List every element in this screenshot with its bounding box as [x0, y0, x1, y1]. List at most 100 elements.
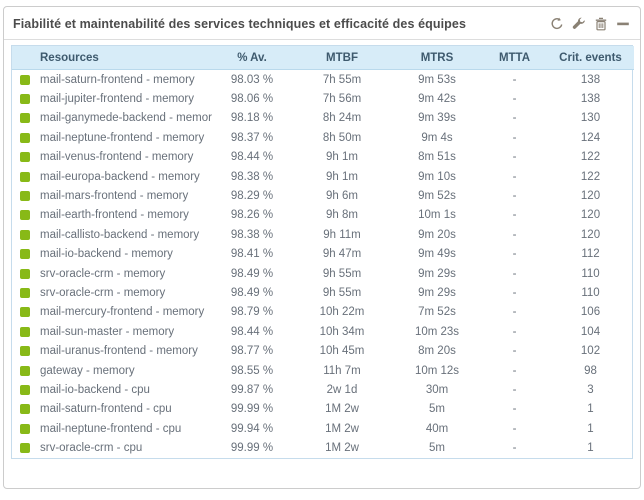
- table-row[interactable]: mail-uranus-frontend - memory 98.77 % 10…: [12, 341, 634, 360]
- availability-cell: 99.87 %: [230, 383, 274, 396]
- crit-events-cell: 3: [587, 383, 594, 396]
- table-row[interactable]: mail-io-backend - cpu 99.87 % 2w 1d 30m …: [12, 380, 634, 399]
- resource-name: srv-oracle-crm - memory: [40, 286, 166, 299]
- mtrs-cell: 10m 1s: [418, 209, 456, 222]
- availability-cell: 98.38 %: [230, 228, 274, 241]
- widget-toolbar: [549, 16, 630, 31]
- mtrs-cell: 10m 23s: [414, 325, 460, 338]
- table-row[interactable]: mail-jupiter-frontend - memory 98.06 % 7…: [12, 89, 634, 108]
- mtrs-cell: 5m: [429, 442, 445, 455]
- table-row[interactable]: mail-venus-frontend - memory 98.44 % 9h …: [12, 148, 634, 167]
- resource-name: mail-saturn-frontend - memory: [40, 73, 195, 86]
- mtbf-cell: 7h 56m: [322, 93, 362, 106]
- table-row[interactable]: mail-mercury-frontend - memory 98.79 % 1…: [12, 303, 634, 322]
- status-ok-icon: [20, 152, 30, 163]
- table-row[interactable]: mail-ganymede-backend - memory 98.18 % 8…: [12, 109, 634, 128]
- crit-events-cell: 122: [580, 151, 601, 164]
- column-header-mtrs[interactable]: MTRS: [392, 46, 482, 70]
- availability-cell: 99.94 %: [230, 422, 274, 435]
- status-ok-icon: [20, 210, 30, 221]
- availability-cell: 98.06 %: [230, 93, 274, 106]
- resource-name: mail-europa-backend - memory: [40, 170, 200, 183]
- crit-events-cell: 124: [580, 131, 601, 144]
- crit-events-cell: 102: [580, 345, 601, 358]
- mtrs-cell: 9m 52s: [418, 190, 456, 203]
- column-header-resources[interactable]: Resources: [12, 46, 212, 70]
- resource-name: mail-callisto-backend - memory: [40, 228, 200, 241]
- status-ok-icon: [20, 268, 30, 279]
- table-row[interactable]: mail-io-backend - memory 98.41 % 9h 47m …: [12, 245, 634, 264]
- column-header-availability[interactable]: % Av.: [212, 46, 292, 70]
- table-row[interactable]: mail-sun-master - memory 98.44 % 10h 34m…: [12, 322, 634, 341]
- status-ok-icon: [20, 249, 30, 260]
- mtrs-cell: 40m: [425, 422, 449, 435]
- status-ok-icon: [20, 94, 30, 105]
- column-header-mtbf[interactable]: MTBF: [292, 46, 392, 70]
- resource-name: mail-venus-frontend - memory: [40, 151, 194, 164]
- mtta-cell: -: [512, 383, 517, 396]
- crit-events-cell: 106: [580, 306, 601, 319]
- table-row[interactable]: srv-oracle-crm - memory 98.49 % 9h 55m 9…: [12, 283, 634, 302]
- crit-events-cell: 120: [580, 190, 601, 203]
- table-row[interactable]: mail-neptune-frontend - memory 98.37 % 8…: [12, 128, 634, 147]
- mtrs-cell: 9m 42s: [418, 93, 456, 106]
- status-ok-icon: [20, 113, 30, 124]
- status-ok-icon: [20, 423, 30, 434]
- mtrs-cell: 9m 53s: [418, 73, 456, 86]
- refresh-icon[interactable]: [549, 16, 564, 31]
- table-row[interactable]: mail-saturn-frontend - memory 98.03 % 7h…: [12, 70, 634, 90]
- availability-cell: 98.41 %: [230, 248, 274, 261]
- mtrs-cell: 9m 49s: [418, 248, 456, 261]
- trash-icon[interactable]: [593, 16, 608, 31]
- minimize-icon[interactable]: [615, 16, 630, 31]
- availability-cell: 98.03 %: [230, 73, 274, 86]
- table-row[interactable]: srv-oracle-crm - memory 98.49 % 9h 55m 9…: [12, 264, 634, 283]
- table-row[interactable]: mail-neptune-frontend - cpu 99.94 % 1M 2…: [12, 419, 634, 438]
- status-ok-icon: [20, 74, 30, 85]
- table-row[interactable]: mail-earth-frontend - memory 98.26 % 9h …: [12, 206, 634, 225]
- wrench-icon[interactable]: [571, 16, 586, 31]
- availability-cell: 98.49 %: [230, 286, 274, 299]
- resource-name: mail-neptune-frontend - memory: [40, 131, 205, 144]
- mtrs-cell: 9m 10s: [418, 170, 456, 183]
- availability-cell: 98.38 %: [230, 170, 274, 183]
- crit-events-cell: 138: [580, 93, 601, 106]
- crit-events-cell: 104: [580, 325, 601, 338]
- mtbf-cell: 9h 47m: [322, 248, 362, 261]
- resource-name: mail-io-backend - cpu: [40, 383, 150, 396]
- resource-name: srv-oracle-crm - memory: [40, 267, 166, 280]
- status-ok-icon: [20, 191, 30, 202]
- table-row[interactable]: mail-mars-frontend - memory 98.29 % 9h 6…: [12, 186, 634, 205]
- mtbf-cell: 10h 45m: [319, 345, 365, 358]
- mtta-cell: -: [512, 209, 517, 222]
- column-header-crit-events[interactable]: Crit. events: [547, 46, 634, 70]
- resource-name: mail-io-backend - memory: [40, 248, 173, 261]
- mtta-cell: -: [512, 151, 517, 164]
- table-row[interactable]: srv-oracle-crm - cpu 99.99 % 1M 2w 5m - …: [12, 438, 634, 457]
- mtbf-cell: 8h 50m: [322, 131, 362, 144]
- mtbf-cell: 9h 1m: [326, 151, 358, 164]
- mtbf-cell: 9h 1m: [326, 170, 358, 183]
- table-row[interactable]: gateway - memory 98.55 % 11h 7m 10m 12s …: [12, 361, 634, 380]
- mtta-cell: -: [512, 93, 517, 106]
- mtta-cell: -: [512, 73, 517, 86]
- resource-name: mail-mercury-frontend - memory: [40, 306, 205, 319]
- table-row[interactable]: mail-saturn-frontend - cpu 99.99 % 1M 2w…: [12, 400, 634, 419]
- table-row[interactable]: mail-europa-backend - memory 98.38 % 9h …: [12, 167, 634, 186]
- availability-cell: 98.37 %: [230, 131, 274, 144]
- mtrs-cell: 9m 39s: [418, 112, 456, 125]
- mtbf-cell: 1M 2w: [325, 403, 359, 416]
- table-row[interactable]: mail-callisto-backend - memory 98.38 % 9…: [12, 225, 634, 244]
- mtbf-cell: 9h 6m: [326, 190, 358, 203]
- crit-events-cell: 122: [580, 170, 601, 183]
- column-header-mtta[interactable]: MTTA: [482, 46, 547, 70]
- mtbf-cell: 9h 55m: [322, 267, 362, 280]
- availability-cell: 98.29 %: [230, 190, 274, 203]
- mtbf-cell: 9h 55m: [322, 286, 362, 299]
- resource-name: mail-neptune-frontend - cpu: [40, 422, 182, 435]
- crit-events-cell: 120: [580, 228, 601, 241]
- mtrs-cell: 30m: [425, 383, 449, 396]
- mtbf-cell: 2w 1d: [326, 383, 358, 396]
- mtta-cell: -: [512, 248, 517, 261]
- crit-events-cell: 1: [587, 422, 594, 435]
